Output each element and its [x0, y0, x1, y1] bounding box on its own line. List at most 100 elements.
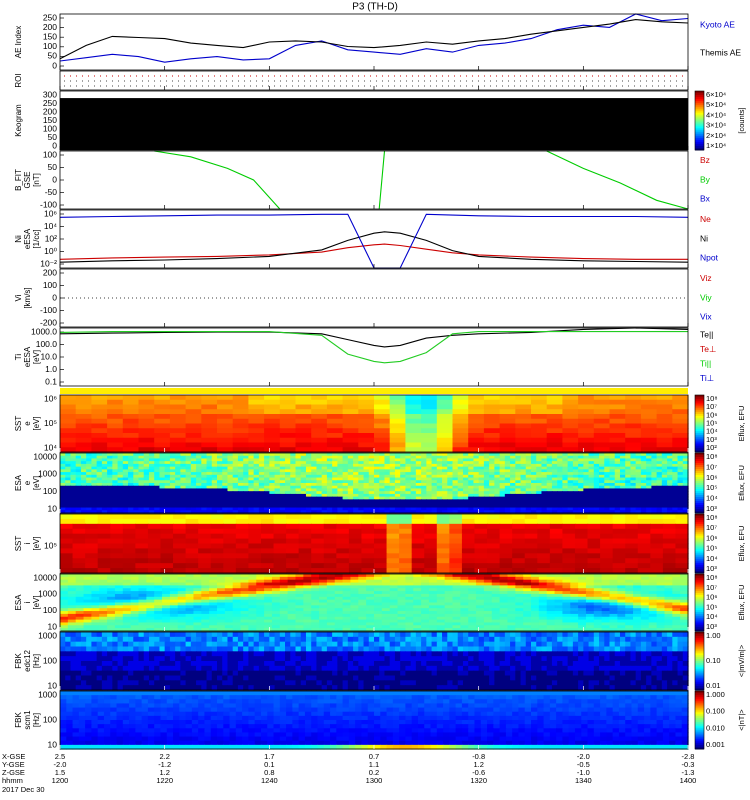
spectro-cell: [60, 596, 69, 601]
spectro-cell: [578, 488, 584, 492]
spectro-cell: [656, 582, 666, 586]
spectro-cell: [128, 483, 134, 487]
spectro-cell: [264, 414, 281, 420]
spectro-cell: [75, 442, 92, 448]
spectro-cell: [650, 553, 664, 559]
spectro-cell: [487, 558, 501, 564]
spectro-cell: [258, 510, 265, 514]
spectro-cell: [138, 488, 145, 492]
spectro-cell: [348, 558, 363, 564]
spectro-cell: [185, 599, 195, 604]
spectro-cell: [138, 574, 147, 578]
spectro-cell: [217, 576, 226, 581]
spectro-cell: [295, 477, 302, 481]
spectro-cell: [147, 514, 162, 520]
spectro-cell: [190, 491, 197, 495]
spectro-cell: [421, 409, 438, 415]
spectro-cell: [578, 466, 584, 470]
spectro-cell: [656, 585, 666, 589]
spectro-cell: [290, 499, 297, 503]
spectro-cell: [290, 458, 297, 462]
spectro-cell: [336, 568, 350, 574]
spectro-cell: [405, 433, 422, 439]
spectro-cell: [442, 510, 448, 514]
colorbar-label: 10⁶: [706, 410, 717, 419]
spectro-cell: [206, 491, 213, 495]
spectro-cell: [625, 458, 632, 462]
spectro-cell: [361, 538, 375, 545]
spectro-cell: [80, 510, 87, 514]
spectro-cell: [557, 474, 563, 479]
colorbar-label: 10⁴: [706, 427, 718, 436]
spectro-cell: [562, 582, 571, 586]
spectro-cell: [117, 480, 124, 484]
spectro-cell: [452, 399, 469, 406]
spectro-cell: [135, 553, 149, 559]
spectro-cell: [640, 491, 647, 495]
spectro-cell: [258, 453, 265, 457]
spectro-cell: [295, 602, 304, 606]
spectro-cell: [650, 528, 664, 535]
spectro-cell: [546, 593, 556, 598]
spectro-cell: [570, 599, 579, 604]
spectro-cell: [661, 477, 668, 481]
spectro-cell: [494, 493, 501, 498]
spectro-cell: [232, 437, 249, 444]
spectro-cell: [551, 466, 558, 470]
colorbar-cell: [695, 475, 704, 478]
spectro-cell: [295, 437, 312, 444]
spectro-cell: [148, 453, 155, 457]
spectro-cell: [436, 404, 454, 410]
spectro-cell: [342, 418, 359, 425]
spectro-cell: [305, 455, 312, 460]
spectro-cell: [271, 576, 281, 581]
spectro-cell: [473, 461, 480, 465]
spectro-cell: [60, 593, 69, 598]
spectro-cell: [321, 502, 328, 506]
spectro-cell: [91, 602, 100, 606]
spectro-cell: [193, 576, 202, 581]
spectro-cell: [311, 399, 328, 406]
spectro-cell: [612, 543, 626, 550]
spectro-cell: [232, 477, 239, 481]
spectro-cell: [279, 399, 297, 406]
spectro-cell: [180, 491, 187, 495]
spectro-cell: [583, 507, 590, 511]
spectro-cell: [358, 602, 367, 606]
y-tick-label: 10: [48, 621, 58, 631]
spectro-cell: [617, 574, 626, 578]
spectro-cell: [617, 585, 626, 589]
spectro-cell: [646, 461, 652, 465]
spectro-cell: [646, 502, 652, 506]
spectro-cell: [599, 455, 605, 460]
spectro-cell: [625, 485, 632, 490]
spectro-cell: [138, 433, 155, 439]
spectro-cell: [91, 428, 108, 434]
spectro-cell: [353, 483, 359, 487]
spectro-cell: [640, 453, 647, 457]
spectro-cell: [609, 437, 626, 444]
spectro-cell: [96, 485, 103, 490]
y-tick-label: 0: [52, 60, 57, 70]
spectro-cell: [389, 576, 399, 581]
spectro-cell: [326, 574, 336, 578]
spectro-cell: [303, 599, 312, 604]
spectro-cell: [311, 543, 325, 550]
spectro-cell: [295, 474, 302, 479]
spectro-cell: [91, 395, 108, 401]
spectro-cell: [609, 582, 618, 586]
spectro-cell: [295, 433, 312, 439]
spectro-cell: [336, 548, 350, 554]
spectro-cell: [274, 504, 281, 509]
spectro-cell: [675, 538, 689, 545]
spectro-cell: [91, 483, 98, 487]
y-tick-label: 10⁵: [44, 541, 57, 551]
spectro-cell: [323, 533, 337, 540]
spectro-cell: [609, 488, 616, 492]
spectro-cell: [593, 574, 603, 578]
spectro-cell: [625, 414, 642, 420]
spectro-cell: [101, 499, 108, 503]
spectro-cell: [468, 442, 485, 448]
y-tick-label: 10⁴: [44, 221, 57, 231]
colorbar-cell: [695, 551, 704, 554]
